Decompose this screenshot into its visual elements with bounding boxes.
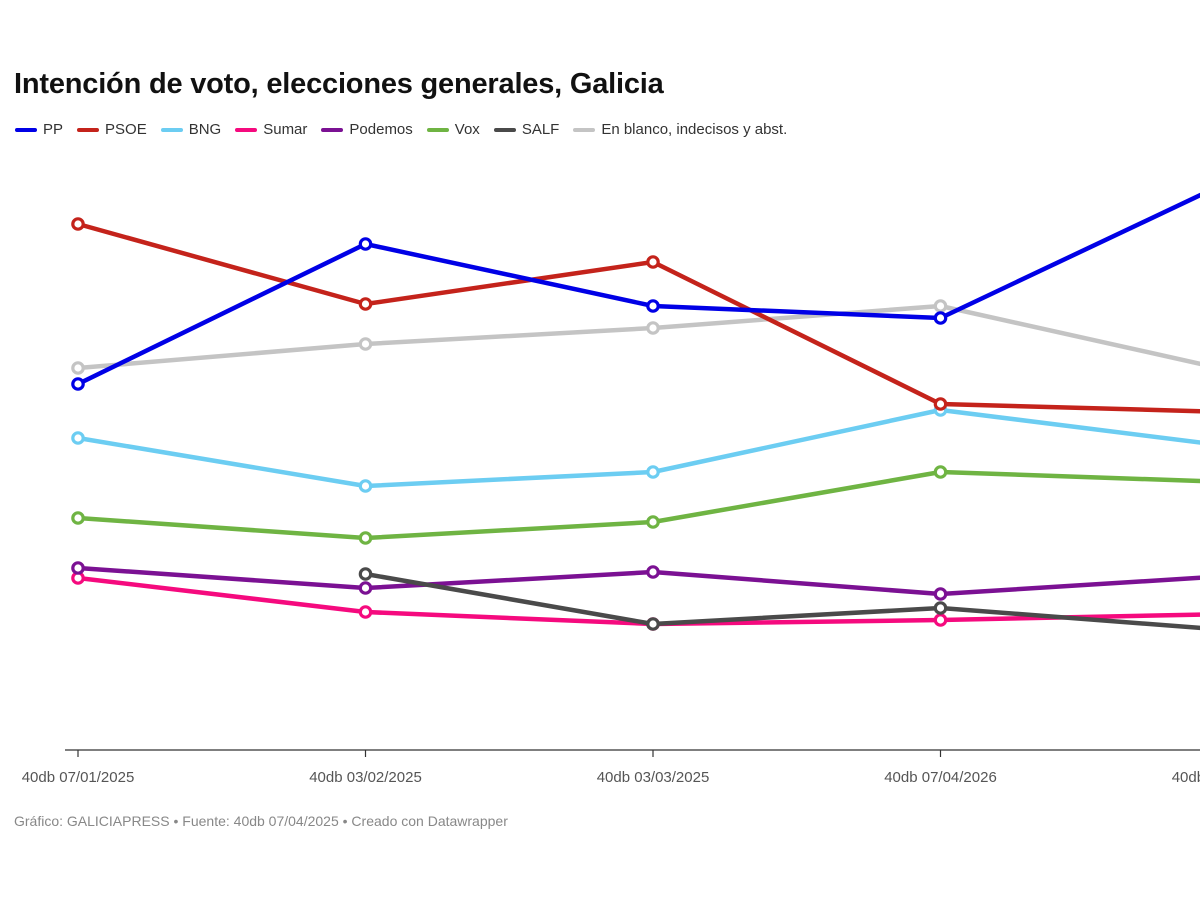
data-point-sumar — [933, 613, 948, 627]
legend-label: Vox — [454, 121, 480, 138]
data-point-sumar — [358, 605, 373, 619]
data-point-vox — [358, 531, 373, 545]
legend-item-bng: BNG — [160, 121, 222, 138]
x-tick-label: 40db 03/02/2025 — [309, 769, 422, 786]
series-pp — [71, 192, 1200, 391]
series-salf — [358, 567, 1200, 631]
series-line-podemos — [75, 565, 1200, 597]
legend-item-salf: SALF — [493, 121, 560, 138]
data-point-psoe — [358, 297, 373, 311]
legend-label: SALF — [521, 121, 560, 138]
data-point-pp — [71, 377, 85, 391]
chart-title: Intención de voto, elecciones generales,… — [14, 68, 664, 100]
data-point-vox — [646, 515, 660, 529]
data-point-psoe — [71, 217, 85, 231]
legend-item-vox: Vox — [426, 121, 480, 138]
data-point-salf — [933, 601, 948, 615]
legend-label: BNG — [188, 121, 222, 138]
series-psoe — [71, 217, 1200, 414]
data-point-bng — [646, 465, 660, 479]
data-point-pp — [933, 311, 948, 325]
data-point-podemos — [646, 565, 660, 579]
data-point-podemos — [358, 581, 373, 595]
series-en-blanco-indecisos-y-abst — [71, 299, 1200, 375]
data-point-psoe — [933, 397, 948, 411]
legend-item-podemos: Podemos — [321, 121, 413, 138]
chart-footer: Gráfico: GALICIAPRESS • Fuente: 40db 07/… — [14, 813, 508, 829]
data-point-pp — [358, 237, 373, 251]
legend-label: PSOE — [105, 121, 147, 138]
data-point-psoe — [646, 255, 660, 269]
legend-swatch — [573, 127, 596, 132]
legend-swatch — [77, 127, 100, 132]
data-point-salf — [358, 567, 373, 581]
data-point-pp — [646, 299, 660, 313]
x-tick-label: 40db 07/04/2025 — [1172, 769, 1200, 786]
data-point-bng — [358, 479, 373, 493]
legend-swatch — [321, 127, 344, 132]
data-point-vox — [933, 465, 948, 479]
series-line-psoe — [75, 221, 1200, 414]
data-point-en-blanco-indecisos-y-abst — [358, 337, 373, 351]
series-line-en-blanco-indecisos-y-abst — [75, 303, 1200, 371]
legend: PP PSOE BNG Sumar Podemos Vox SALF En blanco, i… — [15, 121, 801, 138]
data-point-podemos — [933, 587, 948, 601]
legend-item-pp: PP — [15, 121, 63, 138]
legend-swatch — [426, 127, 449, 132]
data-point-salf — [646, 617, 660, 631]
legend-swatch — [160, 127, 183, 132]
x-tick-label: 40db 03/03/2025 — [597, 769, 710, 786]
series-line-salf — [363, 571, 1200, 631]
series-podemos — [71, 561, 1200, 601]
data-point-en-blanco-indecisos-y-abst — [71, 361, 85, 375]
data-point-en-blanco-indecisos-y-abst — [646, 321, 660, 335]
data-point-bng — [71, 431, 85, 445]
legend-item-en-blanco-indecisos-y-abst: En blanco, indecisos y abst. — [573, 121, 787, 138]
legend-label: Podemos — [349, 121, 413, 138]
x-axis: 40db 07/01/2025 40db 03/02/2025 40db 03/03… — [22, 749, 1200, 786]
legend-swatch — [493, 127, 516, 132]
legend-label: Sumar — [263, 121, 308, 138]
legend-label: En blanco, indecisos y abst. — [601, 121, 788, 138]
legend-swatch — [15, 127, 37, 132]
data-point-podemos — [71, 561, 85, 575]
x-tick-label: 40db 07/01/2025 — [22, 769, 135, 786]
legend-item-psoe: PSOE — [77, 121, 147, 138]
legend-swatch — [235, 127, 258, 132]
series-line-vox — [75, 469, 1200, 541]
x-tick-label: 40db 07/04/2026 — [884, 769, 997, 786]
series-vox — [71, 465, 1200, 545]
data-point-vox — [71, 511, 85, 525]
legend-label: PP — [43, 121, 64, 138]
data-point-en-blanco-indecisos-y-abst — [933, 299, 948, 313]
legend-item-sumar: Sumar — [235, 121, 307, 138]
series-bng — [71, 403, 1200, 493]
